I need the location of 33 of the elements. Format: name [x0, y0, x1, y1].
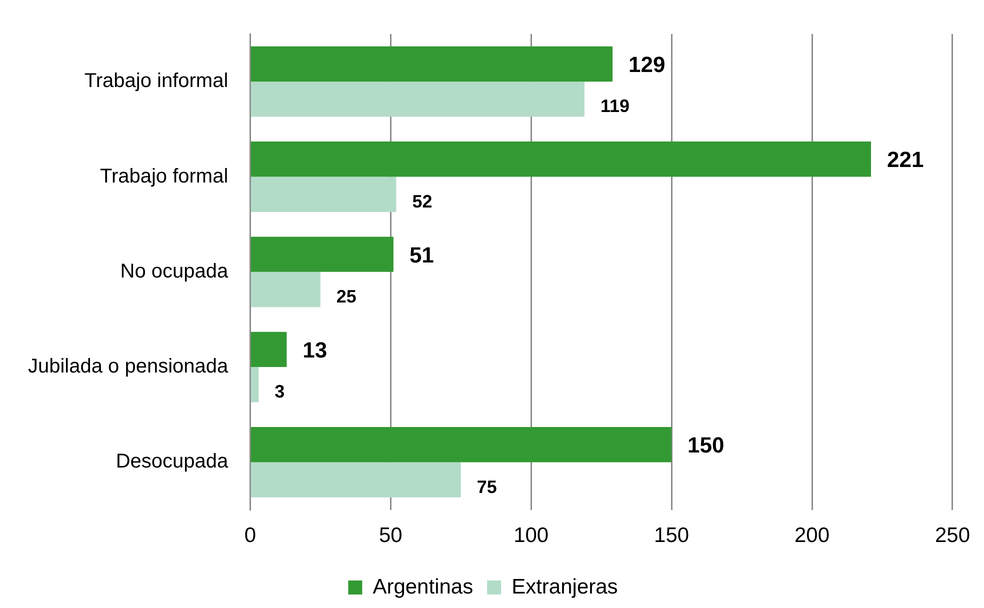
bar: [250, 427, 672, 462]
bar: [250, 142, 872, 177]
data-label: 3: [274, 382, 285, 402]
y-tick-label: Desocupada: [116, 450, 230, 473]
x-tick-label: 250: [934, 524, 970, 548]
bar: [250, 176, 396, 212]
bar: [250, 462, 461, 498]
data-label: 13: [302, 338, 328, 363]
x-tick-label: 150: [654, 524, 690, 548]
data-label: 119: [600, 96, 630, 116]
bar: [250, 332, 287, 368]
bar: [250, 367, 259, 402]
x-tick-label: 200: [794, 524, 830, 548]
bar: [250, 82, 584, 117]
x-tick-label: 50: [378, 524, 402, 548]
legend-label: Extranjeras: [512, 575, 618, 598]
bar: [250, 46, 613, 82]
y-tick-label: Trabajo formal: [100, 165, 228, 188]
y-tick-label: Jubilada o pensionada: [28, 356, 230, 378]
bar: [250, 272, 320, 308]
x-tick-label: 0: [244, 524, 256, 548]
x-tick-label: 100: [514, 524, 549, 548]
legend-label: Argentinas: [372, 575, 474, 598]
data-label: 52: [412, 191, 432, 212]
data-label: 51: [409, 242, 434, 268]
data-label: 25: [336, 286, 356, 306]
y-tick-label: No ocupada: [120, 260, 230, 282]
data-label: 150: [688, 432, 724, 458]
y-tick-label: Trabajo informal: [84, 70, 228, 92]
bar: [250, 236, 394, 272]
data-label: 221: [887, 147, 924, 172]
data-label: 129: [628, 52, 666, 78]
data-label: 75: [476, 476, 497, 497]
